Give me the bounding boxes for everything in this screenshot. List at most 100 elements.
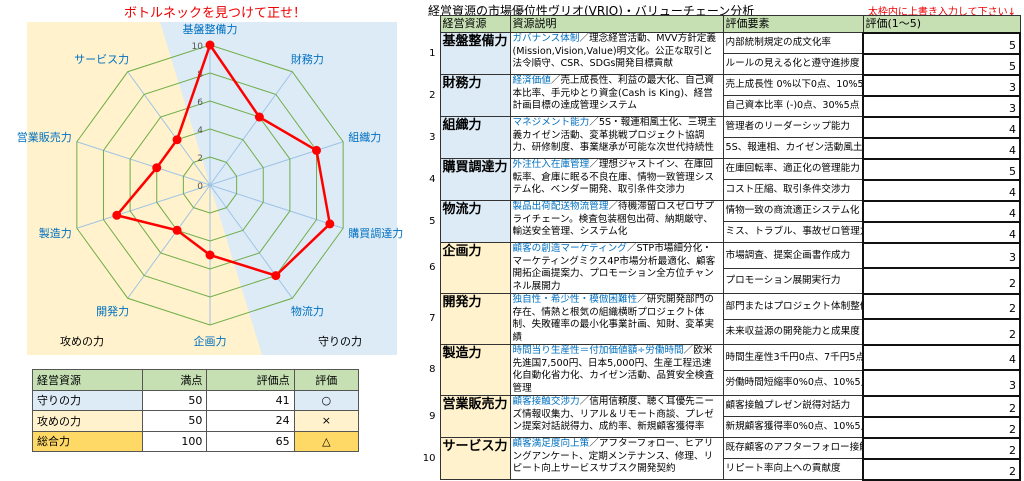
- evaluation-item: 管理者のリーダーシップ能力: [722, 116, 864, 138]
- tick-label: 0: [197, 182, 203, 192]
- score-input[interactable]: 2: [862, 267, 1021, 295]
- resource-name: 製造力: [439, 344, 511, 396]
- score: 24: [206, 410, 295, 432]
- resource-name: 企画力: [439, 242, 511, 294]
- score-input[interactable]: 4: [862, 199, 1021, 223]
- row-number: 10: [422, 452, 436, 464]
- score-input[interactable]: 2: [862, 436, 1021, 460]
- score-input[interactable]: 5: [862, 157, 1021, 181]
- score: 41: [206, 389, 295, 411]
- analysis-subrow: 労働時間短縮率0%0点、10%5点 3: [420, 369, 1021, 397]
- header-cell: 評価: [293, 369, 360, 391]
- full-score: 100: [142, 430, 208, 452]
- score-input[interactable]: 4: [862, 115, 1021, 139]
- score-input[interactable]: 2: [862, 457, 1021, 481]
- axis-label: 組織力: [348, 131, 381, 144]
- score: 65: [206, 430, 295, 452]
- analysis-subrow: プロモーション展開実行力 2: [420, 267, 1021, 295]
- data-point: [172, 135, 182, 145]
- evaluation-item: 自己資本比率 (-)0点、30%5点: [722, 95, 864, 117]
- description-keyword: 外注仕入在庫管理: [512, 159, 590, 171]
- score-input[interactable]: 2: [862, 292, 1021, 320]
- description-text: ／待機滞留ロスゼロサプライチェーン。検査包装梱包出荷、納期厳守、輸送安全管理、シ…: [512, 201, 714, 238]
- resource-name: 開発力: [439, 293, 511, 345]
- score-input[interactable]: 2: [862, 394, 1021, 418]
- analysis-row: 6 企画力 顧客の創造マーケティング／STP市場細分化・マーケティングミクス4P…: [420, 241, 1021, 294]
- score-input[interactable]: 2: [862, 415, 1021, 439]
- evaluation-item: 顧客接触プレゼン説得対話力: [722, 395, 864, 417]
- data-point: [205, 250, 215, 260]
- evaluation: ×: [293, 410, 360, 432]
- evaluation-item: 内部統制規定の成文化率: [722, 32, 864, 54]
- row-label: 総合力: [31, 430, 144, 452]
- summary-row-defense: 守りの力 50 41 ○: [31, 389, 360, 411]
- score-input[interactable]: 5: [862, 52, 1021, 76]
- score-input[interactable]: 3: [862, 73, 1021, 97]
- score-input[interactable]: 4: [862, 136, 1021, 160]
- description-text: ／研究開発部門の存在、情熱と根気の組織横断プロジェクト体制、失敗確率の最小化事業…: [512, 294, 714, 343]
- resource-name: 営業販売力: [439, 395, 511, 438]
- score-input[interactable]: 4: [862, 343, 1021, 371]
- data-point: [112, 210, 122, 220]
- spoke-line: [76, 141, 211, 186]
- description-text: ／売上成長性、利益の最大化、自己資本比率、手元ゆとり資金(Cash is Kin…: [512, 75, 714, 112]
- description-keyword: 製品出荷配送物流管理: [512, 201, 609, 213]
- data-point: [152, 163, 162, 173]
- row-label: 攻めの力: [31, 410, 144, 432]
- analysis-table: 経営資源 資源説明 評価要素 評価(1～5) 1 基盤整備力 ガバナンス体制／理…: [420, 15, 1021, 481]
- full-score: 50: [142, 389, 208, 411]
- description-text: ／信用信頼度、聴く耳優先ニーズ情報収集力、リアル＆リモート商談、プレゼン提案対話…: [512, 396, 714, 433]
- summary-row-total: 総合力 100 65 △: [31, 430, 360, 452]
- evaluation: △: [293, 430, 360, 452]
- axis-label: 開発力: [96, 304, 129, 318]
- description-keyword: 独自性・希少性・模倣困難性: [512, 294, 638, 306]
- description-keyword: 経済価値: [512, 75, 551, 87]
- score-input[interactable]: 3: [862, 369, 1021, 397]
- score-input[interactable]: 3: [862, 241, 1021, 269]
- header-cell: 評価要素: [722, 15, 864, 33]
- evaluation-item: プロモーション展開実行力: [722, 267, 864, 294]
- header-cell: 資源説明: [509, 15, 724, 33]
- analysis-row: 2 財務力 経済価値／売上成長性、利益の最大化、自己資本比率、手元ゆとり資金(C…: [420, 73, 1021, 117]
- evaluation-item: 既存顧客のアフターフォロー接触度: [722, 437, 864, 459]
- header-cell: 経営資源: [31, 369, 144, 391]
- analysis-row: 9 営業販売力 顧客接触交渉力／信用信頼度、聴く耳優先ニーズ情報収集力、リアル＆…: [420, 394, 1021, 438]
- analysis-subrow: 未来収益源の開発能力と成果度 2: [420, 318, 1021, 346]
- defense-label: 守りの力: [318, 334, 362, 348]
- row-number: 9: [429, 410, 436, 422]
- score-input[interactable]: 4: [862, 220, 1021, 244]
- evaluation-item: 部門またはプロジェクト体制整備: [722, 293, 864, 320]
- description-text: ／理念経営活動、MVV方針定義(Mission,Vision,Value)明文化…: [512, 33, 717, 70]
- row-label: 守りの力: [31, 389, 144, 411]
- analysis-title: 経営資源の市場優位性ヴリオ(VRIO)・バリューチェーン分析: [428, 4, 755, 18]
- analysis-row: 4 購買調達力 外注仕入在庫管理／理想ジャストイン、在庫回転率、倉庫に眠る不良在…: [420, 157, 1021, 201]
- row-number: 4: [429, 173, 436, 185]
- tick-label: 2: [197, 154, 203, 164]
- score-input[interactable]: 5: [862, 31, 1021, 55]
- row-number: 6: [429, 262, 436, 274]
- grid-ring: [182, 156, 238, 214]
- spoke-line: [209, 184, 344, 229]
- score-input[interactable]: 3: [862, 94, 1021, 118]
- analysis-row: 5 物流力 製品出荷配送物流管理／待機滞留ロスゼロサプライチェーン。検査包装梱包…: [420, 199, 1021, 243]
- evaluation-item: 時間生産性3千円0点、7千円5点: [722, 344, 864, 371]
- resource-description: 顧客満足度向上策／アフターフォロー、ヒアリングアンケート、定期メンテナンス、修理…: [509, 437, 724, 480]
- attack-background: [27, 22, 262, 355]
- description-keyword: 顧客接触交渉力: [512, 396, 580, 408]
- description-keyword: 顧客の創造マーケティング: [512, 243, 627, 255]
- description-text: ／欧米先進国7,500円、日本5,000円、生産工程迅速化自動化省力化、カイゼン…: [512, 345, 714, 394]
- resource-name: 購買調達力: [439, 158, 511, 201]
- row-number: 1: [429, 47, 436, 59]
- score-input[interactable]: 2: [862, 318, 1021, 346]
- resource-name: 組織力: [439, 116, 511, 159]
- resource-description: 経済価値／売上成長性、利益の最大化、自己資本比率、手元ゆとり資金(Cash is…: [509, 74, 724, 117]
- evaluation-item: 未来収益源の開発能力と成果度: [722, 318, 864, 345]
- score-input[interactable]: 4: [862, 178, 1021, 202]
- full-score: 50: [142, 410, 208, 432]
- header-cell: 経営資源: [439, 15, 511, 33]
- resource-description: 顧客接触交渉力／信用信頼度、聴く耳優先ニーズ情報収集力、リアル＆リモート商談、プ…: [509, 395, 724, 438]
- tick-label: 4: [197, 126, 203, 136]
- analysis-row: 7 開発力 独自性・希少性・模倣困難性／研究開発部門の存在、情熱と根気の組織横断…: [420, 292, 1021, 345]
- evaluation-item: 新規顧客獲得率0%0点、10%5点: [722, 416, 864, 438]
- header-cell: 満点: [142, 369, 208, 391]
